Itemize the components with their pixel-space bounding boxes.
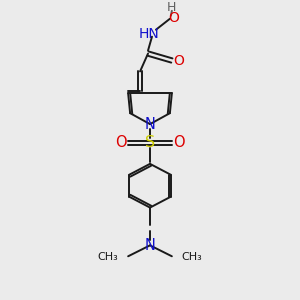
Text: O: O <box>173 136 184 151</box>
Text: O: O <box>116 136 127 151</box>
Text: CH₃: CH₃ <box>182 252 202 262</box>
Text: CH₃: CH₃ <box>98 252 118 262</box>
Text: N: N <box>145 238 155 253</box>
Text: O: O <box>173 53 184 68</box>
Text: O: O <box>168 11 179 25</box>
Text: N: N <box>145 117 155 132</box>
Text: H: H <box>167 1 176 14</box>
Text: S: S <box>145 136 155 151</box>
Text: HN: HN <box>139 27 159 41</box>
